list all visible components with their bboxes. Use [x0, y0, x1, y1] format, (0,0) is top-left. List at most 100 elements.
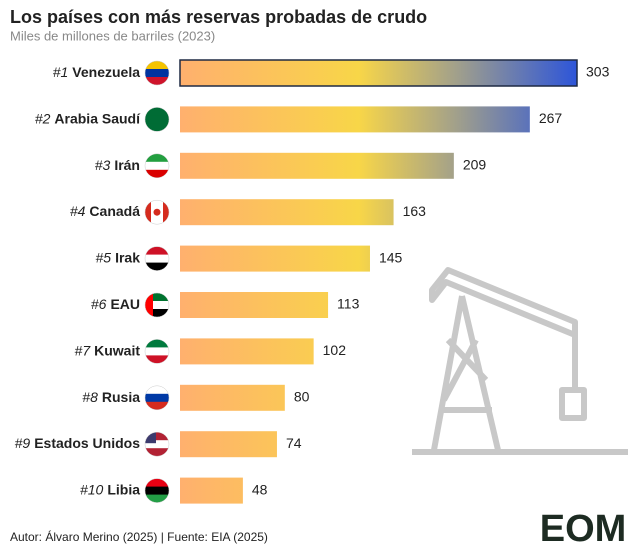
flag-stripe	[145, 355, 169, 364]
rank: #8	[82, 389, 98, 405]
flag-stripe	[145, 69, 169, 78]
flag-outline	[144, 478, 170, 503]
flag-stripe	[145, 161, 169, 171]
flag	[145, 246, 169, 271]
flag	[145, 432, 169, 457]
country: Arabia Saudí	[54, 110, 141, 126]
flag-stripe	[145, 385, 169, 395]
category-label: #5 Irak	[96, 249, 141, 265]
flag-leaf	[153, 208, 161, 216]
flag-stripe	[145, 293, 153, 317]
flag-stripe	[145, 494, 169, 503]
flag-stripe	[145, 432, 169, 441]
bar	[180, 384, 285, 411]
rank: #9	[15, 435, 31, 451]
category-label: #10 Libia	[80, 481, 140, 497]
category-label: #4 Canadá	[70, 203, 140, 219]
country: Kuwait	[94, 342, 140, 358]
flag-outline	[144, 385, 170, 411]
flag	[145, 153, 169, 178]
country: EAU	[110, 296, 140, 312]
flag-stripe	[145, 200, 151, 225]
bar	[179, 59, 578, 87]
flag-stripe	[145, 169, 169, 178]
flag-stripe	[145, 262, 169, 271]
country: Rusia	[102, 389, 140, 405]
bar	[180, 431, 277, 458]
value-label: 48	[252, 481, 268, 497]
flag-stripe	[145, 432, 156, 444]
oil-pump-icon	[412, 267, 628, 455]
flag-stripe	[145, 61, 169, 70]
flag-outline	[144, 107, 170, 132]
flag-stripe	[145, 440, 169, 449]
flag-stripe	[145, 123, 169, 132]
flag-stripe	[145, 478, 169, 488]
flag-stripe	[163, 200, 169, 225]
flag-stripe	[145, 309, 169, 317]
bar	[180, 245, 370, 272]
flag	[145, 478, 169, 503]
rank: #7	[75, 342, 92, 358]
bar	[180, 338, 314, 365]
flag-stripe	[145, 153, 169, 163]
flag-stripe	[145, 246, 169, 256]
flag-stripe	[145, 448, 169, 457]
rank: #6	[91, 296, 107, 312]
flag-outline	[144, 246, 170, 271]
flag-outline	[144, 199, 170, 225]
flag-stripe	[145, 339, 169, 348]
flag-stripe	[145, 293, 169, 302]
rank: #10	[80, 481, 104, 497]
country: Irak	[115, 249, 140, 265]
rank: #5	[96, 249, 112, 265]
value-label: 102	[323, 342, 347, 358]
flag-stripe	[145, 77, 169, 85]
chart-subtitle: Miles de millones de barriles (2023)	[10, 28, 215, 43]
bar	[180, 199, 394, 226]
flag-stripe	[145, 401, 169, 410]
country: Canadá	[89, 203, 140, 219]
category-label: #6 EAU	[91, 296, 140, 312]
flag	[145, 200, 169, 225]
flag-stripe	[145, 486, 169, 496]
value-label: 209	[463, 157, 487, 173]
source-note: Autor: Álvaro Merino (2025) | Fuente: EI…	[10, 529, 268, 544]
bar	[180, 152, 454, 179]
value-label: 74	[286, 435, 302, 451]
chart-title: Los países con más reservas probadas de …	[10, 7, 427, 27]
country: Irán	[114, 157, 140, 173]
bar	[180, 477, 243, 504]
flag-outline	[144, 292, 170, 318]
category-label: #8 Rusia	[82, 389, 140, 405]
category-label: #1 Venezuela	[53, 64, 140, 80]
bar	[180, 292, 329, 318]
country: Estados Unidos	[34, 435, 140, 451]
flag-outline	[144, 431, 170, 457]
value-label: 303	[586, 64, 610, 80]
flag-stripe	[145, 393, 169, 403]
bar	[180, 106, 530, 133]
flag-stripe	[145, 301, 169, 310]
logo: EOM	[540, 508, 627, 550]
category-label: #9 Estados Unidos	[15, 435, 141, 451]
flag-stripe	[145, 347, 169, 356]
flag-stripe	[145, 254, 169, 264]
flag-outline	[144, 339, 170, 364]
flag	[145, 339, 169, 364]
flag-stripe	[145, 107, 169, 116]
country: Libia	[107, 481, 140, 497]
flag	[145, 385, 169, 410]
value-label: 113	[337, 296, 360, 312]
category-label: #2 Arabia Saudí	[35, 110, 141, 126]
flag	[145, 61, 169, 85]
flag	[145, 293, 169, 317]
value-label: 163	[403, 203, 427, 219]
category-label: #3 Irán	[95, 157, 140, 173]
flag-outline	[144, 153, 170, 179]
value-label: 267	[539, 110, 563, 126]
rank: #4	[70, 203, 86, 219]
country: Venezuela	[72, 64, 140, 80]
flag-stripe	[145, 115, 169, 124]
